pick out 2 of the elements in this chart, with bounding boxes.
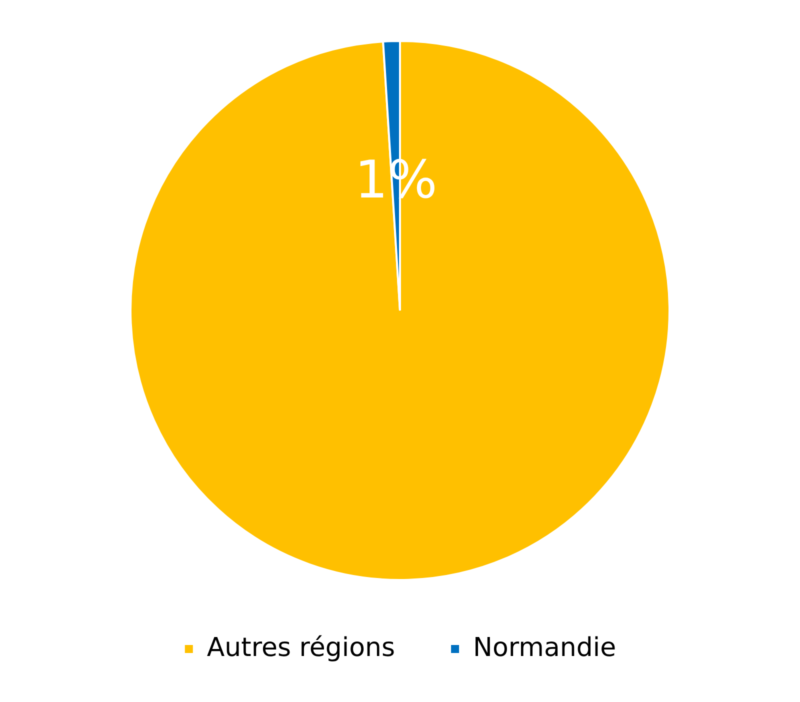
legend-label: Autres régions (206, 632, 396, 663)
legend-label: Normandie (473, 632, 616, 663)
